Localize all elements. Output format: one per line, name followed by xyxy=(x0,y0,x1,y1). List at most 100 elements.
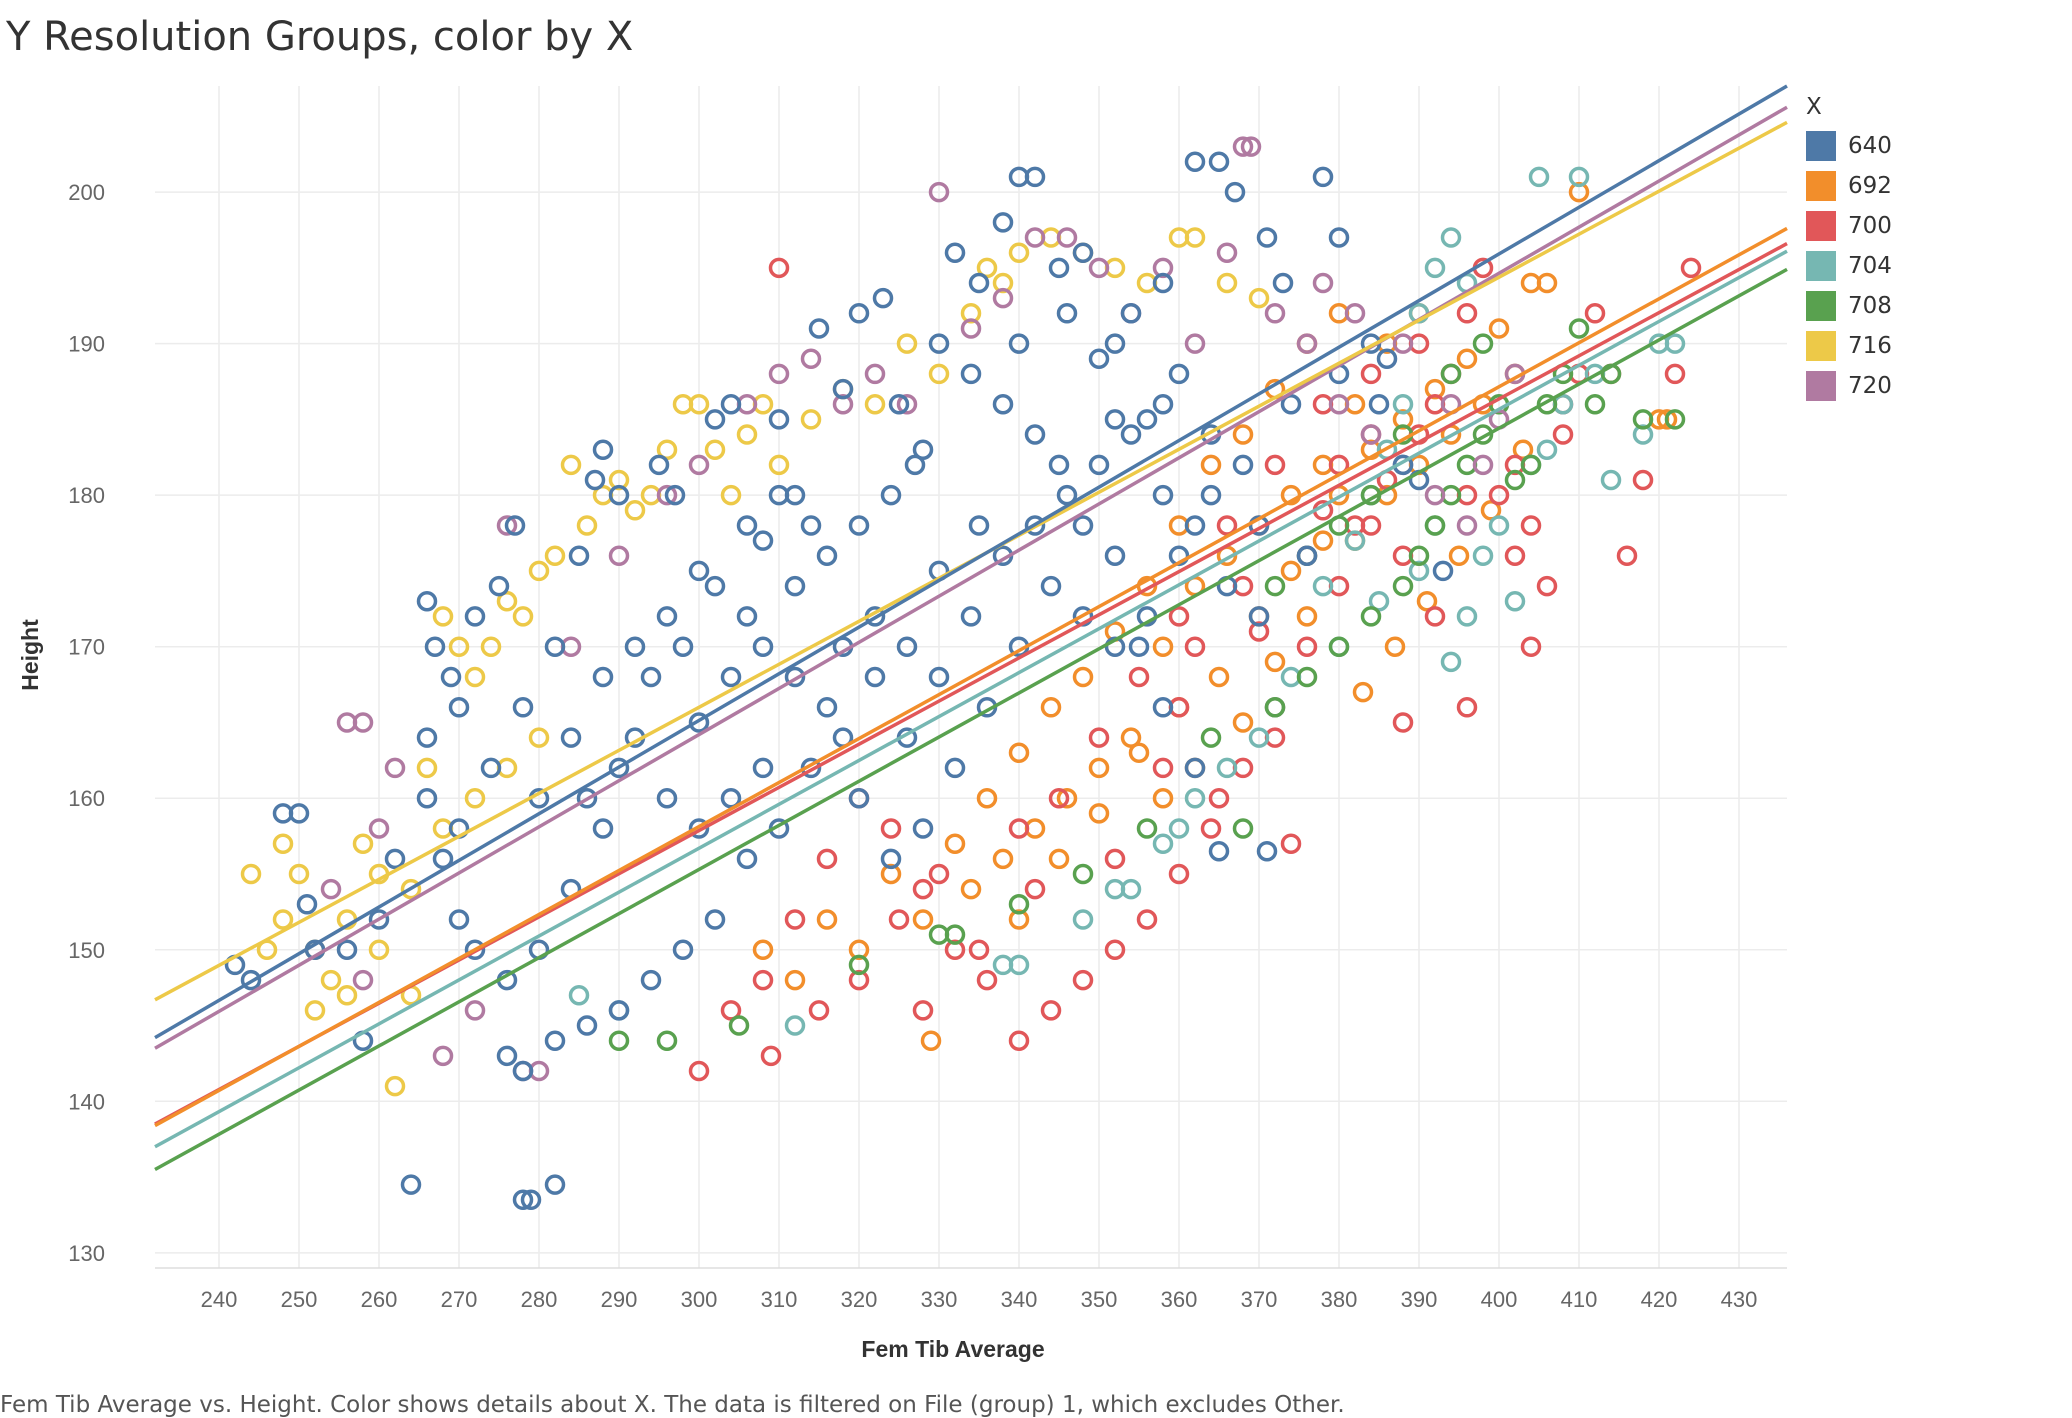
data-point xyxy=(1056,484,1078,506)
legend-item-640[interactable]: 640 xyxy=(1806,126,1892,166)
x-tick-label: 350 xyxy=(1081,1287,1118,1312)
data-point xyxy=(608,1000,630,1021)
data-point xyxy=(1352,681,1374,703)
data-point xyxy=(1056,227,1078,248)
data-point xyxy=(368,909,390,930)
data-point xyxy=(832,378,854,400)
data-point xyxy=(1344,303,1366,324)
data-point xyxy=(1048,257,1070,279)
data-point xyxy=(1200,454,1222,476)
data-point xyxy=(592,439,614,460)
data-point xyxy=(1264,575,1286,597)
legend-item-692[interactable]: 692 xyxy=(1806,166,1892,206)
y-axis-label: Height xyxy=(17,619,43,691)
data-point xyxy=(1056,303,1078,324)
data-point xyxy=(1312,530,1334,551)
legend-item-720[interactable]: 720 xyxy=(1806,366,1892,406)
data-point xyxy=(1600,469,1622,491)
data-point xyxy=(1384,636,1406,657)
series-700-points xyxy=(688,257,1702,1082)
data-point xyxy=(1136,818,1158,839)
data-point xyxy=(1632,409,1654,430)
data-point xyxy=(1248,287,1270,309)
data-point xyxy=(592,666,614,688)
data-point xyxy=(944,833,966,854)
series-692-points xyxy=(752,181,1678,1051)
data-point xyxy=(704,909,726,930)
data-point xyxy=(1440,651,1462,673)
data-point xyxy=(736,848,758,870)
data-point xyxy=(1504,590,1526,612)
data-point xyxy=(1552,424,1574,445)
data-point xyxy=(1392,712,1414,733)
legend-item-700[interactable]: 700 xyxy=(1806,206,1892,246)
data-point xyxy=(384,757,406,779)
trend-line-720 xyxy=(154,105,1788,1050)
data-point xyxy=(768,454,790,476)
data-point xyxy=(784,575,806,597)
data-point xyxy=(848,954,870,976)
data-point xyxy=(1024,227,1046,248)
data-point xyxy=(1392,409,1414,430)
data-point xyxy=(1008,333,1030,354)
data-point xyxy=(752,636,774,657)
x-tick-label: 260 xyxy=(361,1287,398,1312)
data-point xyxy=(240,969,262,991)
data-point xyxy=(848,939,870,961)
data-point xyxy=(1072,909,1094,930)
data-point xyxy=(896,393,918,415)
data-point xyxy=(1632,469,1654,491)
x-tick-label: 410 xyxy=(1561,1287,1598,1312)
data-point xyxy=(1072,666,1094,688)
data-point xyxy=(1296,606,1318,627)
data-point xyxy=(1184,515,1206,536)
x-tick-label: 420 xyxy=(1641,1287,1678,1312)
data-point xyxy=(688,393,710,415)
data-point xyxy=(1072,969,1094,991)
data-point xyxy=(1488,318,1510,339)
data-point xyxy=(1152,484,1174,506)
data-point xyxy=(816,697,838,718)
data-point xyxy=(1232,818,1254,839)
data-point xyxy=(568,545,590,567)
data-point xyxy=(880,818,902,839)
data-point xyxy=(688,560,710,582)
data-point xyxy=(1184,787,1206,809)
data-point xyxy=(1520,454,1542,476)
data-point xyxy=(648,454,670,476)
data-point xyxy=(1120,424,1142,445)
data-point xyxy=(720,484,742,506)
legend-item-716[interactable]: 716 xyxy=(1806,326,1892,366)
data-point xyxy=(1184,333,1206,354)
data-point xyxy=(1008,1030,1030,1051)
data-point xyxy=(1408,545,1430,567)
data-point xyxy=(1312,575,1334,597)
data-point xyxy=(672,939,694,961)
data-point xyxy=(1280,560,1302,582)
data-point xyxy=(1120,727,1142,748)
data-point xyxy=(1120,878,1142,900)
data-point xyxy=(888,393,910,415)
data-point xyxy=(1216,515,1238,536)
y-tick-label: 180 xyxy=(68,483,105,508)
data-point xyxy=(1272,272,1294,294)
data-point xyxy=(1504,545,1526,567)
data-point xyxy=(288,863,310,885)
data-point xyxy=(1424,606,1446,627)
data-point xyxy=(752,530,774,551)
legend-item-708[interactable]: 708 xyxy=(1806,286,1892,326)
data-point xyxy=(928,863,950,885)
data-point xyxy=(928,181,950,203)
data-point xyxy=(496,1045,518,1067)
legend-item-704[interactable]: 704 xyxy=(1806,246,1892,286)
data-point xyxy=(464,787,486,809)
data-point xyxy=(848,787,870,809)
data-point xyxy=(1504,469,1526,491)
data-point xyxy=(1168,863,1190,885)
trend-line-640 xyxy=(154,84,1788,1040)
data-point xyxy=(1616,545,1638,567)
data-point xyxy=(1480,500,1502,521)
data-point xyxy=(752,969,774,991)
data-point xyxy=(296,894,318,915)
data-point xyxy=(1432,560,1454,582)
